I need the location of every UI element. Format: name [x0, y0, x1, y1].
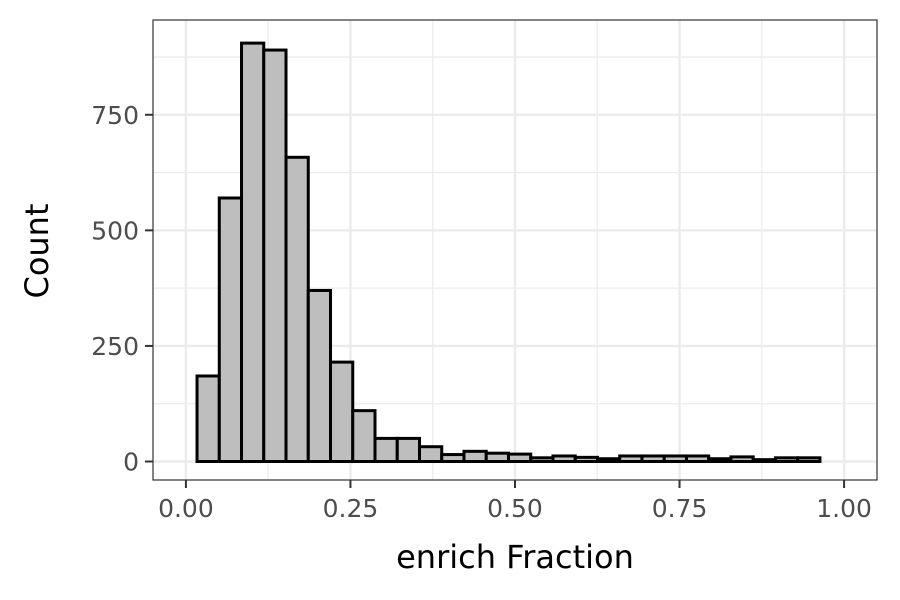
histogram-bar	[640, 454, 666, 464]
histogram-bars	[195, 41, 822, 464]
x-tick-label: 1.00	[816, 494, 872, 523]
histogram-bar	[595, 457, 622, 464]
histogram-bar	[284, 155, 310, 464]
histogram-bar	[417, 445, 444, 464]
x-tick-label: 0.00	[158, 494, 214, 523]
y-tick-label: 750	[91, 101, 139, 130]
y-tick-label: 250	[91, 332, 139, 361]
y-axis-title: Count	[18, 203, 56, 298]
y-axis: 0 250 500 750	[91, 101, 153, 477]
histogram-bar	[529, 456, 555, 464]
y-tick-label: 500	[91, 216, 139, 245]
x-tick-label: 0.75	[652, 494, 708, 523]
histogram-bar	[506, 452, 533, 464]
histogram-bar	[773, 456, 800, 464]
y-tick-label: 0	[123, 448, 139, 477]
histogram-bar	[684, 454, 711, 464]
histogram-bar	[551, 454, 577, 464]
histogram-bar	[395, 436, 421, 464]
histogram-bar	[796, 456, 822, 464]
histogram-bar	[351, 409, 377, 464]
x-axis-title: enrich Fraction	[396, 538, 634, 576]
histogram-bar	[662, 454, 688, 464]
histogram-bar	[707, 457, 733, 464]
x-tick-label: 0.50	[487, 494, 543, 523]
histogram-bar	[262, 48, 288, 464]
histogram-bar	[373, 436, 399, 464]
histogram-bar	[751, 458, 777, 464]
histogram-bar	[329, 360, 355, 464]
histogram-bar	[573, 455, 599, 464]
histogram-bar	[440, 453, 466, 464]
histogram-bar	[484, 451, 510, 464]
histogram-bar	[217, 196, 244, 464]
x-tick-label: 0.25	[323, 494, 379, 523]
histogram-bar	[729, 455, 755, 464]
histogram-bar	[306, 288, 333, 464]
histogram-bar	[618, 454, 644, 464]
histogram-bar	[195, 374, 221, 464]
x-axis: 0.00 0.25 0.50 0.75 1.00	[158, 480, 872, 523]
histogram-bar	[240, 41, 266, 464]
histogram-bar	[462, 449, 488, 464]
